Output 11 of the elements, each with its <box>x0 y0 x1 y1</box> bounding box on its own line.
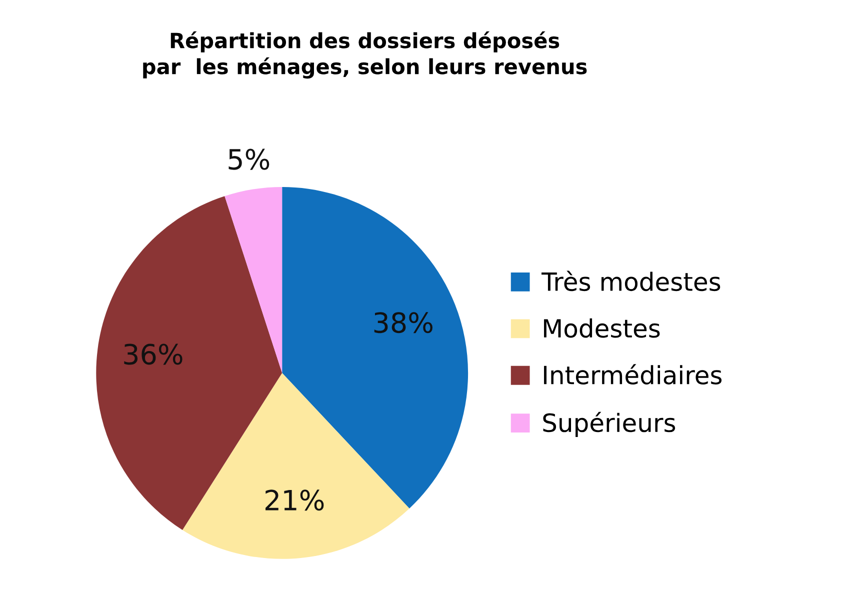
data-label: 21% <box>266 490 324 511</box>
pie-slice <box>182 372 410 559</box>
pie-slice <box>224 187 282 373</box>
data-label: 36% <box>124 344 182 365</box>
legend-label: Intermédiaires <box>544 364 722 384</box>
chart-title: Répartition des dossiers déposés par les ménages, selon leurs revenus <box>143 31 587 79</box>
data-label: 5% <box>228 148 270 170</box>
legend-label: Très modestes <box>541 270 720 292</box>
legend-label: Supérieurs <box>543 412 676 438</box>
data-label: 38% <box>374 312 432 334</box>
legend-label: Modestes <box>544 318 660 338</box>
